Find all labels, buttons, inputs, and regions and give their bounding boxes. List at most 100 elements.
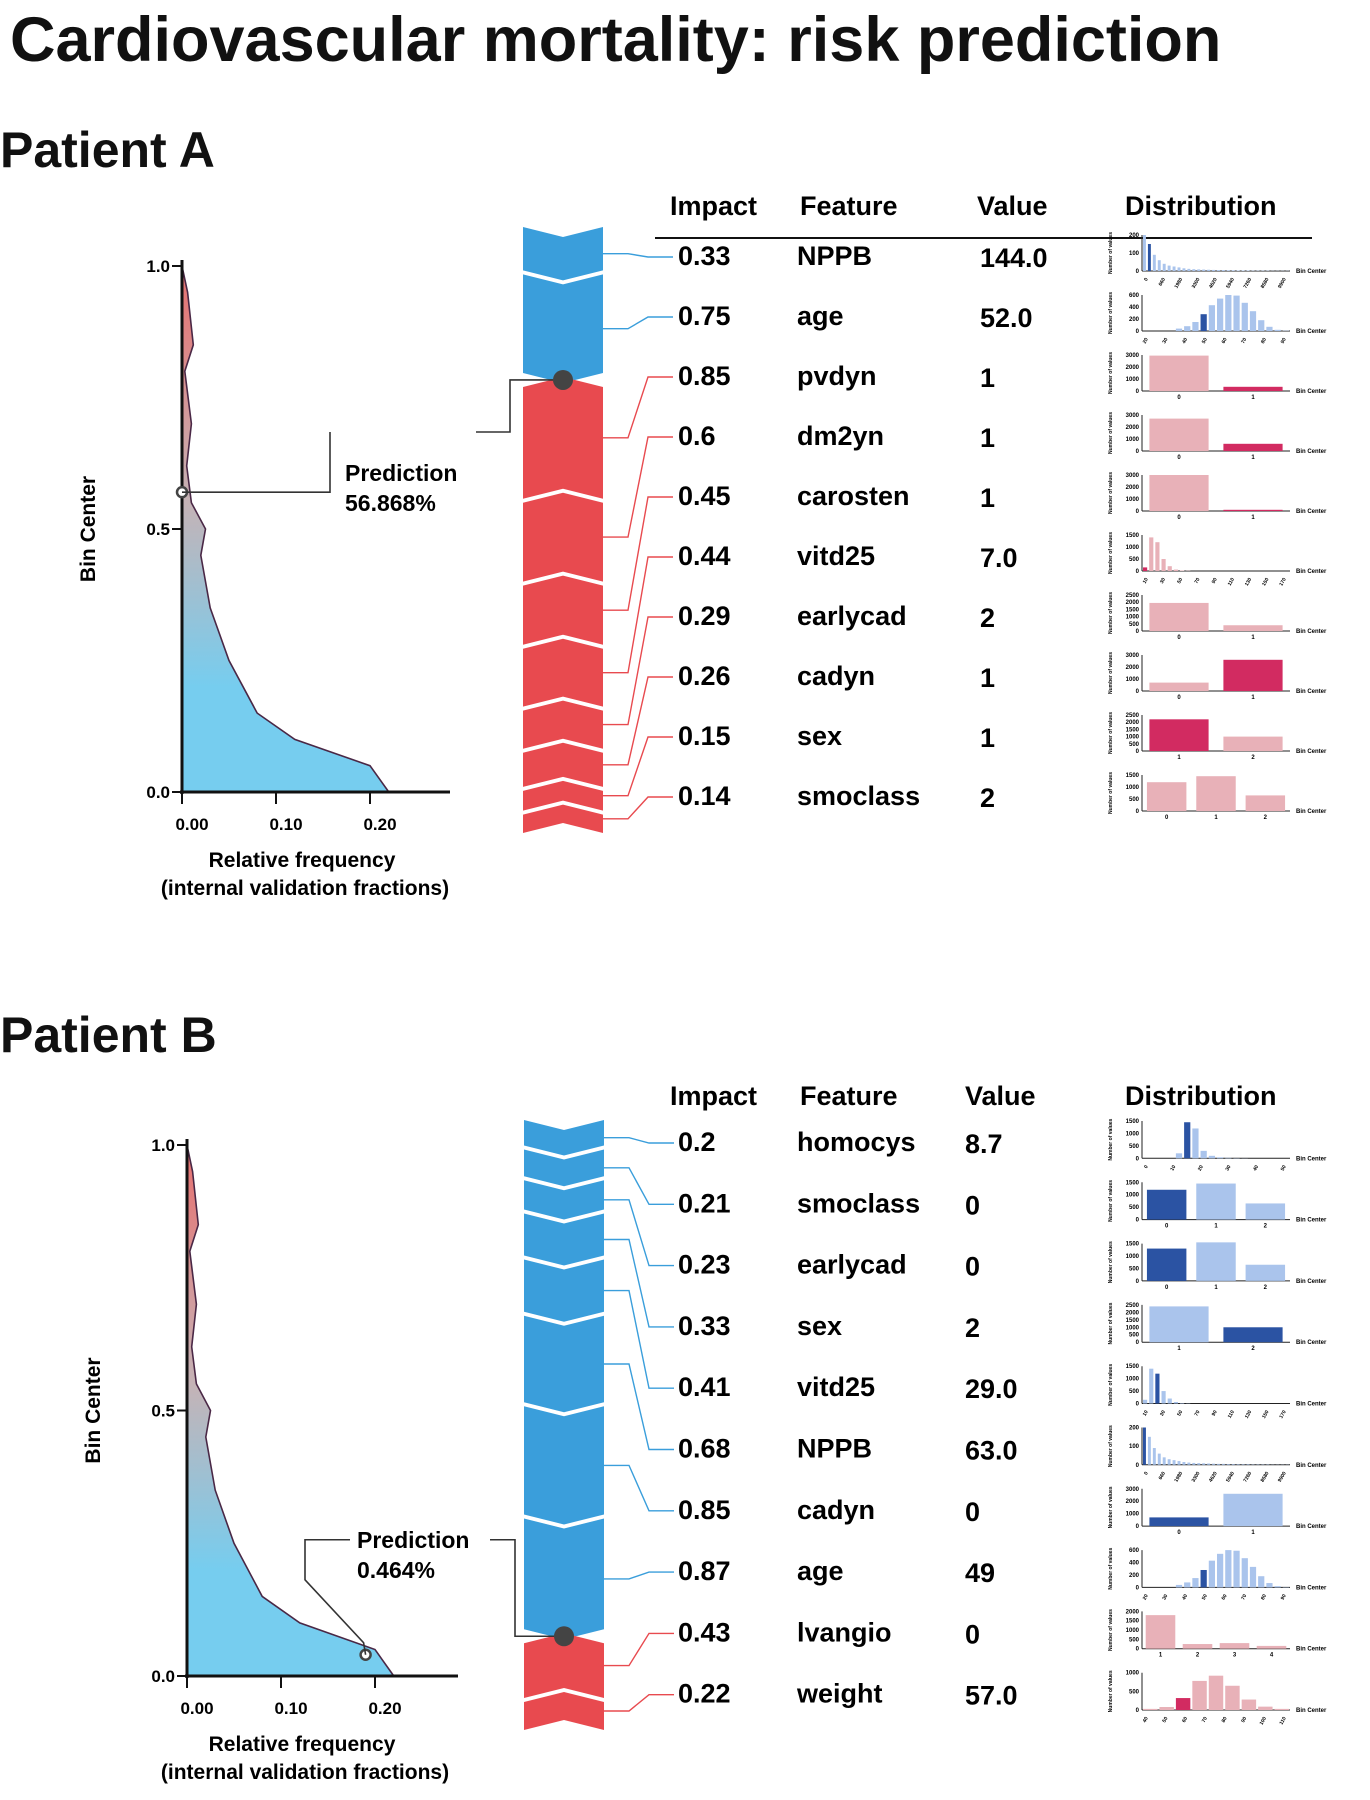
mini-x-label: Bin Center bbox=[1296, 1402, 1327, 1408]
mini-y-tick: 2000 bbox=[1126, 485, 1140, 491]
row-feature: lvangio bbox=[797, 1617, 892, 1647]
row-feature: age bbox=[797, 1556, 844, 1586]
mini-bar bbox=[1149, 355, 1209, 391]
mini-y-tick: 3000 bbox=[1126, 353, 1140, 359]
mini-x-tick: 70 bbox=[1194, 1409, 1202, 1417]
mini-bar bbox=[1223, 509, 1283, 511]
row-value: 8.7 bbox=[965, 1129, 1003, 1159]
mini-x-tick: 1 bbox=[1214, 1224, 1218, 1230]
mini-bar bbox=[1184, 326, 1191, 331]
mini-x-label: Bin Center bbox=[1296, 689, 1327, 695]
mini-y-label: Number of values bbox=[1108, 1486, 1114, 1528]
mini-y-tick: 1000 bbox=[1126, 1254, 1140, 1260]
row-value: 1 bbox=[980, 363, 995, 393]
mini-bar bbox=[1274, 1586, 1281, 1588]
connector-age bbox=[604, 1571, 674, 1580]
mini-y-label: Number of values bbox=[1108, 1609, 1114, 1651]
mini-bar bbox=[1167, 1398, 1172, 1404]
mini-bar bbox=[1197, 1463, 1201, 1465]
mini-y-tick: 100 bbox=[1129, 251, 1140, 257]
row-feature: pvdyn bbox=[797, 361, 877, 391]
mini-x-tick: 0 bbox=[1177, 515, 1181, 521]
x-axis-label-2: (internal validation fractions) bbox=[161, 877, 449, 900]
mini-bar bbox=[1143, 235, 1146, 271]
connector-smoclass bbox=[603, 796, 673, 820]
row-impact: 0.44 bbox=[678, 541, 731, 571]
mini-bar bbox=[1177, 267, 1181, 271]
x-tick-label: 0.00 bbox=[175, 815, 208, 834]
mini-x-tick: 1 bbox=[1251, 455, 1255, 461]
mini-bar bbox=[1155, 1373, 1160, 1404]
connector-vitd25 bbox=[604, 1289, 674, 1389]
mini-y-tick: 500 bbox=[1129, 557, 1140, 563]
row-value: 2 bbox=[980, 603, 995, 633]
mini-x-tick: 60 bbox=[1181, 1716, 1189, 1724]
row-value: 1 bbox=[980, 483, 995, 513]
row-feature: earlycad bbox=[797, 1250, 907, 1280]
row-impact: 0.23 bbox=[678, 1250, 731, 1280]
mini-x-tick: 0 bbox=[1177, 695, 1181, 701]
mini-x-tick: 2 bbox=[1264, 815, 1268, 821]
density-area bbox=[181, 265, 391, 793]
row-value: 0 bbox=[965, 1497, 980, 1527]
mini-bar bbox=[1196, 1242, 1236, 1281]
mini-x-tick: 50 bbox=[1280, 1164, 1288, 1172]
mini-y-tick: 2000 bbox=[1126, 1609, 1140, 1615]
y-tick-label: 0.5 bbox=[151, 1402, 175, 1421]
mini-y-tick: 1000 bbox=[1126, 1671, 1140, 1677]
mini-bar bbox=[1246, 1464, 1250, 1465]
connector-age bbox=[603, 316, 673, 330]
mini-y-tick: 1000 bbox=[1126, 497, 1140, 503]
mini-x-tick: 70 bbox=[1240, 337, 1248, 345]
mini-x-tick: 1 bbox=[1214, 1285, 1218, 1291]
mini-distribution-chart: Number of values Bin Center 0 100 200 0 660 198… bbox=[1108, 232, 1327, 290]
impact-segment-cadyn bbox=[523, 742, 603, 787]
mini-bar bbox=[1202, 1463, 1206, 1465]
mini-x-tick: 660 bbox=[1158, 1471, 1167, 1481]
mini-y-tick: 1500 bbox=[1126, 727, 1140, 733]
mini-x-tick: 1 bbox=[1177, 755, 1181, 761]
mini-y-tick: 1000 bbox=[1126, 1377, 1140, 1383]
mini-bar bbox=[1146, 1189, 1187, 1220]
prediction-value: 56.868% bbox=[345, 490, 436, 516]
prediction-value: 0.464% bbox=[357, 1557, 435, 1583]
mini-bar bbox=[1223, 625, 1283, 631]
mini-bar bbox=[1207, 1463, 1211, 1465]
y-tick-label: 1.0 bbox=[151, 1136, 175, 1155]
mini-y-tick: 0 bbox=[1136, 1218, 1140, 1224]
mini-x-label: Bin Center bbox=[1296, 389, 1327, 395]
mini-bar bbox=[1145, 1615, 1176, 1649]
mini-x-label: Bin Center bbox=[1296, 1340, 1327, 1346]
mini-distribution-chart: Number of values Bin Center 0 500 1000 1500 0 1… bbox=[1108, 1241, 1327, 1291]
mini-y-tick: 2000 bbox=[1126, 600, 1140, 606]
mini-y-label: Number of values bbox=[1108, 1118, 1114, 1160]
mini-bar bbox=[1245, 1203, 1286, 1220]
mini-distribution-chart: Number of values Bin Center 0 500 1000 40 50 60… bbox=[1108, 1670, 1327, 1726]
mini-bar bbox=[1258, 320, 1265, 331]
mini-y-label: Number of values bbox=[1108, 592, 1114, 634]
mini-bar bbox=[1149, 682, 1209, 691]
mini-x-label: Bin Center bbox=[1296, 329, 1327, 335]
connector-cadyn bbox=[603, 676, 673, 766]
mini-x-tick: 50 bbox=[1176, 577, 1184, 585]
mini-bar bbox=[1155, 542, 1160, 571]
mini-x-tick: 90 bbox=[1240, 1716, 1248, 1724]
mini-x-tick: 1980 bbox=[1173, 277, 1184, 290]
mini-y-tick: 0 bbox=[1136, 329, 1140, 335]
mini-distribution-chart: Number of values Bin Center 0 500 1000 1500 10… bbox=[1108, 1364, 1327, 1420]
mini-x-tick: 0 bbox=[1143, 1164, 1150, 1170]
page-title: Cardiovascular mortality: risk predictio… bbox=[10, 5, 1222, 75]
mini-y-tick: 500 bbox=[1129, 622, 1140, 628]
row-value: 29.0 bbox=[965, 1374, 1018, 1404]
mini-x-tick: 70 bbox=[1194, 577, 1202, 585]
mini-x-tick: 1 bbox=[1251, 395, 1255, 401]
mini-bar bbox=[1149, 719, 1209, 751]
mini-y-tick: 0 bbox=[1136, 569, 1140, 575]
mini-y-tick: 0 bbox=[1136, 1647, 1140, 1653]
mini-bar bbox=[1241, 1558, 1248, 1588]
row-impact: 0.29 bbox=[678, 601, 731, 631]
mini-y-label: Number of values bbox=[1108, 1425, 1114, 1467]
x-axis-label: Relative frequency bbox=[209, 849, 396, 872]
row-feature: sex bbox=[797, 721, 842, 751]
mini-x-tick: 7260 bbox=[1242, 277, 1253, 290]
